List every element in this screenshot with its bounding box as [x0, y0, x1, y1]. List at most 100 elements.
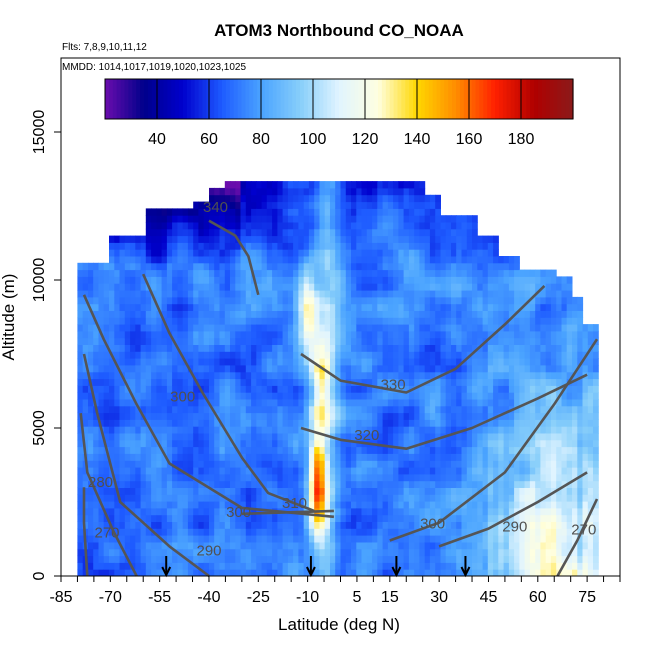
heatmap-cell [382, 344, 389, 352]
heatmap-cell [382, 262, 389, 271]
heatmap-cell [524, 528, 531, 536]
heatmap-cell [377, 446, 384, 454]
heatmap-cell [308, 187, 315, 196]
heatmap-cell [335, 446, 341, 454]
heatmap-cell [366, 344, 373, 352]
heatmap-cell [472, 365, 478, 373]
heatmap-cell [256, 337, 263, 345]
heatmap-cell [287, 562, 294, 570]
heatmap-cell [187, 405, 194, 414]
heatmap-cell [524, 419, 531, 427]
heatmap-cell [214, 256, 220, 264]
heatmap-cell [287, 235, 294, 243]
heatmap-cell [203, 405, 210, 414]
heatmap-cell [77, 507, 84, 516]
heatmap-cell [393, 235, 399, 243]
heatmap-cell [82, 365, 89, 373]
heatmap-cell [88, 528, 94, 536]
heatmap-cell [414, 392, 420, 400]
heatmap-cell [556, 535, 562, 543]
heatmap-cell [493, 473, 499, 482]
heatmap-cell [472, 283, 478, 291]
heatmap-cell [140, 378, 147, 386]
heatmap-cell [393, 181, 399, 189]
heatmap-cell [419, 242, 426, 250]
heatmap-cell [445, 453, 452, 461]
heatmap-cell [408, 487, 415, 495]
heatmap-cell [166, 528, 173, 536]
heatmap-cell [145, 371, 152, 380]
heatmap-cell [524, 555, 531, 563]
heatmap-cell [266, 467, 273, 475]
heatmap-cell [424, 242, 431, 250]
heatmap-cell [198, 562, 205, 570]
heatmap-cell [477, 439, 484, 448]
heatmap-cell [440, 548, 447, 557]
heatmap-cell [366, 514, 373, 522]
heatmap-cell [277, 303, 284, 311]
heatmap-cell [403, 385, 410, 393]
heatmap-cell [287, 276, 294, 284]
heatmap-cell [224, 521, 231, 529]
heatmap-cell [435, 303, 441, 311]
heatmap-cell [550, 405, 557, 414]
heatmap-cell [293, 433, 299, 441]
heatmap-cell [172, 405, 178, 414]
heatmap-cell [498, 473, 505, 482]
heatmap-cell [393, 222, 399, 230]
heatmap-cell [387, 187, 394, 196]
heatmap-cell [545, 439, 552, 448]
heatmap-cell [314, 426, 320, 434]
heatmap-cell [287, 296, 294, 305]
heatmap-cell [387, 412, 394, 420]
heatmap-cell [161, 365, 168, 373]
heatmap-cell [214, 480, 220, 488]
heatmap-cell [351, 528, 357, 536]
heatmap-cell [487, 337, 494, 345]
heatmap-cell [440, 235, 447, 243]
heatmap-cell [493, 460, 499, 468]
heatmap-cell [82, 399, 89, 407]
heatmap-cell [545, 460, 552, 468]
heatmap-cell [398, 507, 405, 516]
heatmap-cell [440, 480, 447, 488]
heatmap-cell [514, 330, 520, 339]
heatmap-cell [330, 399, 336, 407]
heatmap-cell [124, 303, 131, 311]
heatmap-cell [424, 514, 431, 522]
heatmap-cell [382, 548, 389, 557]
heatmap-cell [429, 569, 436, 577]
heatmap-cell [172, 426, 178, 434]
heatmap-cell [456, 569, 462, 577]
heatmap-cell [340, 296, 347, 305]
heatmap-cell [398, 310, 405, 318]
heatmap-cell [493, 371, 499, 380]
heatmap-cell [351, 446, 357, 454]
heatmap-cell [282, 521, 289, 529]
heatmap-cell [372, 242, 378, 250]
heatmap-cell [114, 269, 121, 277]
heatmap-cell [203, 222, 210, 230]
heatmap-cell [314, 365, 320, 373]
heatmap-cell [335, 181, 341, 189]
heatmap-cell [251, 419, 257, 427]
heatmap-cell [330, 235, 336, 243]
heatmap-cell [298, 337, 305, 345]
heatmap-cell [287, 242, 294, 250]
heatmap-cell [261, 501, 268, 509]
heatmap-cell [540, 569, 547, 577]
heatmap-cell [456, 528, 462, 536]
heatmap-cell [340, 201, 347, 209]
heatmap-cell [261, 303, 268, 311]
heatmap-cell [493, 358, 499, 366]
heatmap-cell [135, 256, 142, 264]
heatmap-cell [224, 487, 231, 495]
heatmap-cell [261, 181, 268, 189]
heatmap-cell [351, 351, 357, 359]
heatmap-cell [119, 358, 126, 366]
heatmap-cell [330, 405, 336, 414]
heatmap-cell [472, 324, 478, 332]
heatmap-cell [235, 439, 242, 448]
heatmap-cell [209, 555, 215, 563]
heatmap-cell [487, 446, 494, 454]
